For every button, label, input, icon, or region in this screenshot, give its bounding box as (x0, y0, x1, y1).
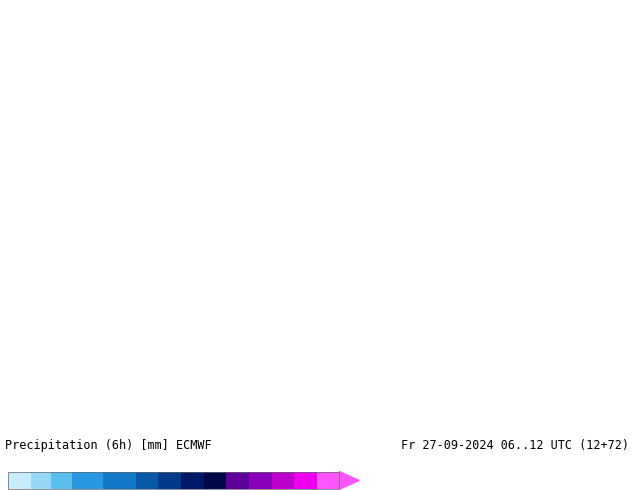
Bar (204, 471, 226, 490)
Bar (72, 471, 103, 490)
Bar (249, 471, 271, 490)
Bar (271, 471, 294, 490)
Bar (8, 471, 31, 490)
Bar (103, 471, 136, 490)
Bar (294, 471, 316, 490)
Bar (316, 471, 339, 490)
Bar (51, 471, 72, 490)
Text: Precipitation (6h) [mm] ECMWF: Precipitation (6h) [mm] ECMWF (5, 439, 212, 452)
Bar (158, 471, 181, 490)
Bar (8, 471, 339, 490)
Bar (181, 471, 204, 490)
Bar (136, 471, 158, 490)
Text: Fr 27-09-2024 06..12 UTC (12+72): Fr 27-09-2024 06..12 UTC (12+72) (401, 439, 629, 452)
Bar (226, 471, 249, 490)
Bar (31, 471, 51, 490)
Polygon shape (339, 471, 359, 490)
